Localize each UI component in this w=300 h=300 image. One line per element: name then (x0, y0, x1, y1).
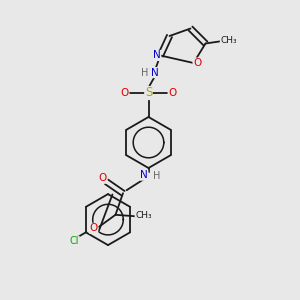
Text: O: O (193, 58, 201, 68)
Text: O: O (99, 173, 107, 183)
Text: N: N (140, 170, 148, 180)
Text: CH₃: CH₃ (135, 211, 152, 220)
Text: O: O (89, 223, 98, 233)
Text: Cl: Cl (70, 236, 79, 246)
Text: H: H (141, 68, 148, 78)
Text: O: O (120, 88, 129, 98)
Text: N: N (151, 68, 159, 78)
Text: CH₃: CH₃ (220, 36, 237, 45)
Text: S: S (145, 86, 152, 100)
Text: H: H (153, 171, 161, 181)
Text: N: N (153, 50, 161, 61)
Text: O: O (168, 88, 177, 98)
